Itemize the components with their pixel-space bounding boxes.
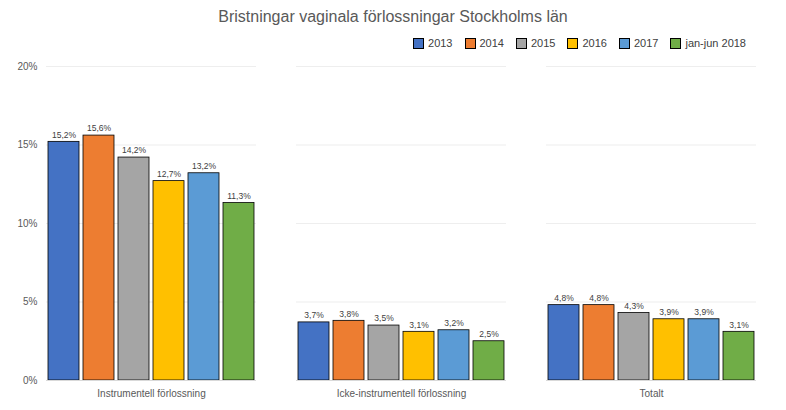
svg-text:12,7%: 12,7%	[157, 169, 182, 179]
html-text:2016: 2016	[582, 36, 607, 49]
html-text:2014: 2014	[479, 36, 504, 49]
svg-text:3,2%: 3,2%	[444, 318, 464, 328]
svg-text:Instrumentell förlossning: Instrumentell förlossning	[97, 388, 205, 399]
svg-text:4,8%: 4,8%	[589, 293, 609, 303]
svg-text:5%: 5%	[23, 296, 38, 307]
svg-text:3,8%: 3,8%	[339, 309, 359, 319]
svg-text:3,1%: 3,1%	[729, 320, 749, 330]
svg-text:10%: 10%	[17, 218, 37, 229]
svg-text:3,9%: 3,9%	[659, 307, 679, 317]
svg-text:11,3%: 11,3%	[227, 191, 251, 201]
html-text:2015: 2015	[531, 36, 556, 49]
svg-text:15,2%: 15,2%	[52, 130, 77, 140]
svg-text:20%: 20%	[17, 61, 37, 72]
svg-text:15%: 15%	[17, 139, 37, 150]
svg-text:13,2%: 13,2%	[192, 161, 217, 171]
svg-text:3,9%: 3,9%	[694, 307, 714, 317]
svg-text:3,1%: 3,1%	[409, 320, 429, 330]
html-text:jan-jun 2018: jan-jun 2018	[685, 36, 746, 49]
svg-text:15,6%: 15,6%	[87, 123, 112, 133]
html-text:2017: 2017	[634, 36, 659, 49]
svg-text:4,8%: 4,8%	[554, 293, 574, 303]
svg-text:14,2%: 14,2%	[122, 145, 147, 155]
html-text:2013: 2013	[428, 36, 453, 49]
svg-text:Totalt: Totalt	[640, 388, 664, 399]
svg-text:0%: 0%	[23, 375, 38, 386]
svg-text:3,7%: 3,7%	[304, 310, 324, 320]
svg-text:3,5%: 3,5%	[374, 313, 394, 323]
svg-text:4,3%: 4,3%	[624, 301, 644, 311]
html-text:Bristningar vaginala förlossni: Bristningar vaginala förlossningar Stock…	[218, 8, 568, 25]
svg-text:Icke-instrumentell förlossning: Icke-instrumentell förlossning	[337, 388, 467, 399]
svg-text:2,5%: 2,5%	[479, 329, 499, 339]
